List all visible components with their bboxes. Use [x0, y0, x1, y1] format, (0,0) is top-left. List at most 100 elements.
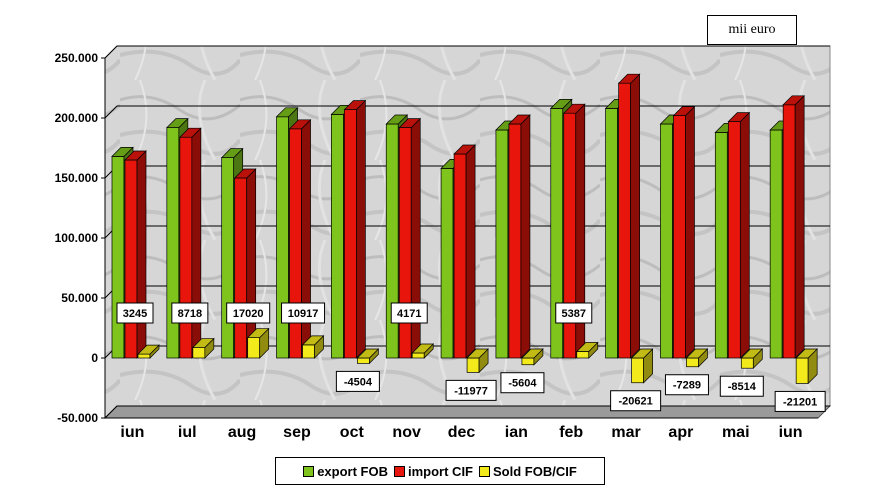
x-tick-label: iun [120, 424, 144, 441]
data-label-text: 4171 [397, 308, 421, 320]
import-bar-side [794, 94, 805, 359]
x-tick-label: iul [178, 424, 197, 441]
export-bar-front [331, 114, 344, 359]
sold-bar [192, 337, 215, 359]
data-label-box [116, 302, 154, 324]
x-tick-label: nov [392, 424, 421, 441]
y-tick-label: 200.000 [55, 111, 99, 125]
legend-item-sold: Sold FOB/CIF [479, 464, 577, 479]
legend-item-import: import CIF [394, 464, 473, 479]
data-label-text: 17020 [233, 308, 264, 320]
data-label-box [171, 302, 209, 324]
import-bar-top [288, 119, 312, 130]
data-label: 5387 [555, 302, 593, 324]
import-bar [727, 111, 751, 359]
legend-label-export: export FOB [317, 463, 388, 479]
sold-bar-front [686, 357, 699, 368]
data-label-text: 5387 [562, 308, 586, 320]
sold-bar-front [740, 357, 754, 369]
x-tick-label: iun [779, 424, 803, 441]
sold-bar-top [192, 338, 215, 348]
legend-label-sold: Sold FOB/CIF [493, 463, 577, 479]
sold-bar-front [466, 357, 480, 373]
import-bar-front [234, 177, 248, 359]
data-label-text: -11977 [454, 385, 488, 397]
y-tick-label: 50.000 [61, 291, 98, 305]
import-bar [562, 103, 586, 359]
import-bar-side [739, 111, 750, 359]
y-tick-label: -50.000 [57, 411, 98, 425]
import-bar-top [179, 127, 202, 138]
sold-bar-front [137, 353, 151, 359]
data-label: -5604 [500, 372, 545, 394]
sold-bar-front [521, 357, 535, 366]
sold-bar [630, 348, 654, 384]
export-bar-front [495, 129, 509, 359]
sold-bar [246, 327, 270, 359]
legend-item-export: export FOB [303, 464, 388, 479]
import-bar-top [562, 103, 586, 114]
export-bar-front [769, 129, 783, 359]
import-bar-side [520, 114, 531, 359]
sold-bar-front [576, 351, 590, 359]
data-label: 4171 [390, 302, 428, 324]
import-bar-side [246, 168, 257, 359]
sold-bar-front [192, 347, 206, 359]
sold-bar-top [575, 342, 599, 352]
sold-bar [740, 348, 764, 370]
import-bar [343, 99, 367, 359]
x-tick-label: ian [505, 424, 528, 441]
x-tick-label: oct [340, 424, 365, 441]
sold-bar [685, 348, 709, 368]
sold-bar [356, 348, 380, 365]
import-bar-front [124, 159, 138, 359]
export-bar-front [111, 156, 125, 359]
data-label: -8514 [719, 375, 764, 397]
import-bar-top [617, 73, 641, 84]
import-bar-front [782, 104, 796, 359]
y-tick-label: 0 [91, 351, 98, 365]
data-label-box [281, 302, 326, 324]
x-tick-label: mai [722, 424, 750, 441]
import-bar-front [727, 121, 741, 359]
gridline [104, 105, 830, 119]
import-bar-side [465, 144, 476, 359]
export-bar-top [111, 147, 134, 157]
import-bar [179, 127, 202, 359]
sold-bar-top [301, 335, 325, 346]
data-label: -20621 [610, 390, 662, 412]
data-label-text: -5604 [508, 378, 537, 390]
import-bar [453, 144, 476, 359]
sold-bar-top [411, 343, 435, 354]
import-bar-top [453, 144, 476, 155]
x-tick-label: dec [448, 424, 476, 441]
sold-bar-front [631, 357, 644, 384]
sold-bar-top [685, 348, 709, 359]
sold-bar-top [630, 348, 654, 359]
sold-bar [411, 343, 435, 359]
export-bar-front [660, 123, 673, 359]
sold-bar-top [740, 348, 764, 359]
data-label-box [390, 302, 428, 324]
import-bar-top [672, 106, 696, 116]
x-tick-label: mar [611, 424, 640, 441]
data-label-box [555, 302, 593, 324]
import-bar-top [782, 95, 805, 106]
import-bar-front [618, 82, 631, 359]
export-bar-front [605, 108, 618, 359]
import-bar-side [191, 127, 202, 359]
x-tick-label: sep [283, 424, 311, 441]
sold-bar-front [795, 357, 809, 384]
import-bar-top [727, 112, 751, 122]
sold-bar-front [247, 337, 261, 359]
y-tick-label: 100.000 [55, 231, 99, 245]
data-label-text: 3245 [123, 308, 147, 320]
data-label: 3245 [116, 302, 154, 324]
data-label-text: -20621 [618, 396, 652, 408]
data-label-text: -8514 [728, 381, 757, 393]
import-bar-side [356, 99, 366, 359]
import-bar-front [453, 153, 467, 359]
import-bar-top [508, 114, 531, 125]
data-label: 8718 [171, 302, 209, 324]
